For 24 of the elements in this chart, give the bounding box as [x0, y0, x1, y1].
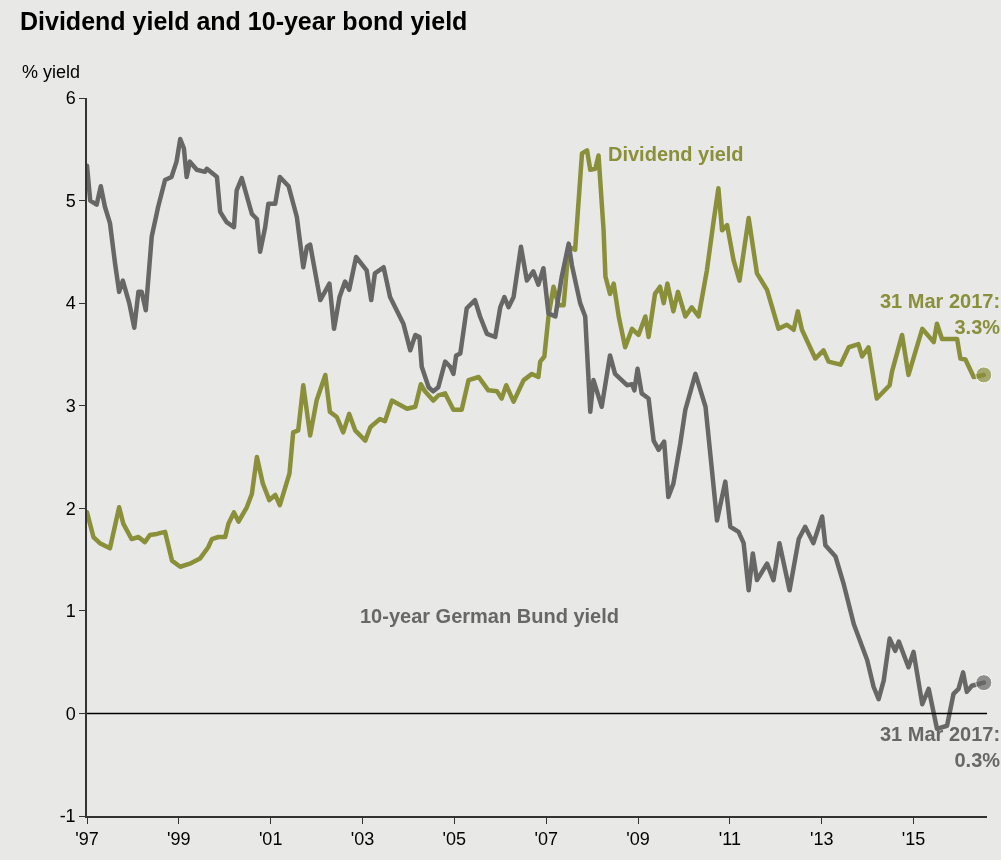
x-tick-label: '99: [167, 829, 191, 850]
text: 10-year German Bund yield: [360, 605, 619, 627]
annotation: 31 Mar 2017: 0.3%: [880, 723, 1001, 771]
x-tick-label: '03: [350, 829, 375, 850]
y-tick-label: 5: [65, 190, 76, 211]
x-tick-label: '07: [534, 829, 558, 850]
x-tick-label: '13: [809, 829, 834, 850]
x-tick-label: '01: [258, 829, 283, 850]
y-tick-label: 3: [65, 396, 76, 417]
y-tick-label: 0: [65, 703, 76, 724]
y-axis-title: % yield: [22, 62, 81, 82]
x-tick-label: '15: [901, 829, 926, 850]
y-tick-label: -1: [59, 806, 76, 827]
y-tick-label: 4: [65, 293, 76, 314]
chart-title: Dividend yield and 10-year bond yield: [20, 7, 468, 36]
x-tick-label: '09: [626, 829, 650, 850]
x-tick-label: '05: [442, 829, 467, 850]
x-tick-label: '11: [718, 829, 741, 850]
y-tick-label: 2: [65, 498, 76, 519]
y-tick-label: 1: [65, 601, 76, 622]
annotation: 31 Mar 2017: 3.3%: [880, 290, 1001, 338]
y-tick-label: 6: [65, 88, 76, 109]
x-tick-label: '97: [75, 829, 99, 850]
series-label: Dividend yield: [608, 143, 744, 165]
